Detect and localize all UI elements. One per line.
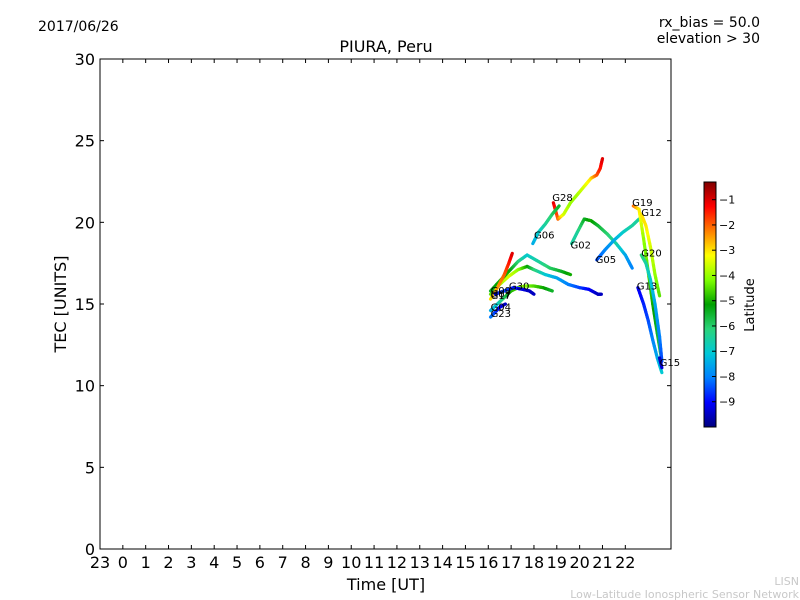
trace-g06 [531, 204, 561, 246]
satellite-label-g04: G04 [491, 303, 511, 314]
satellite-label-g12: G12 [641, 208, 661, 219]
trace-segment [567, 272, 573, 277]
trace-segment [556, 204, 561, 209]
colorbar-tick-label: −2 [719, 219, 735, 232]
trace-g13 [636, 286, 664, 375]
x-tick-label: 21 [592, 553, 612, 572]
satellite-label-g05: G05 [596, 255, 616, 266]
satellite-label-g02: G02 [571, 240, 591, 251]
x-tick-label: 13 [410, 553, 430, 572]
satellite-label-g20: G20 [641, 249, 661, 260]
x-tick-label: 18 [524, 553, 544, 572]
x-tick-label: 5 [232, 553, 242, 572]
y-axis: 0 5 10 15 20 25 30 [75, 50, 671, 559]
x-tick-label: 23 [90, 553, 110, 572]
satellite-label-g13: G13 [637, 281, 657, 292]
elevation-label: elevation > 30 [657, 31, 760, 47]
trace-g12 [639, 212, 662, 298]
trace-g30 [488, 264, 603, 296]
y-tick-label: 15 [75, 295, 95, 314]
x-tick-label: 10 [341, 553, 361, 572]
trace-segment [531, 292, 536, 296]
x-tick-label: 22 [615, 553, 635, 572]
trace-segment [549, 288, 554, 293]
footer-org-short: LISN [774, 575, 799, 588]
x-tick-label: 0 [118, 553, 128, 572]
colorbar-tick-label: −8 [719, 370, 735, 383]
colorbar-tick-label: −9 [719, 396, 735, 409]
x-tick-label: 19 [547, 553, 567, 572]
y-tick-label: 10 [75, 377, 95, 396]
x-tick-label: 7 [278, 553, 288, 572]
y-tick-label: 30 [75, 50, 95, 69]
x-tick-label: 3 [186, 553, 196, 572]
trace-g15 [657, 356, 664, 370]
satellite-label-g09: G09 [491, 286, 511, 297]
colorbar-tick-label: −6 [719, 320, 735, 333]
chart-title: PIURA, Peru [339, 37, 432, 56]
satellite-label-g15: G15 [660, 358, 680, 369]
y-tick-label: 20 [75, 213, 95, 232]
plot-area [100, 59, 671, 549]
satellite-label-g07: G07 [491, 289, 511, 300]
x-tick-label: 17 [501, 553, 521, 572]
colorbar-ticks: −1 −2 −3 −4 −5 −6 −7 −8 −9 [712, 194, 735, 409]
satellite-label-g06: G06 [534, 231, 554, 242]
satellite-label-g17: G17 [491, 291, 511, 302]
x-tick-label: 11 [364, 553, 384, 572]
satellite-label-g30: G30 [509, 281, 529, 292]
colorbar-tick-label: −5 [719, 295, 735, 308]
trace-segment [510, 251, 514, 257]
date-label: 2017/06/26 [38, 19, 119, 35]
x-tick-label: 14 [432, 553, 452, 572]
y-tick-label: 0 [85, 540, 95, 559]
colorbar-tick-label: −3 [719, 244, 735, 257]
y-axis-label: TEC [UNITS] [51, 256, 70, 354]
y-tick-label: 25 [75, 132, 95, 151]
trace-segment [657, 290, 662, 298]
y-tick-label: 5 [85, 458, 95, 477]
trace-segment [636, 217, 641, 222]
trace-g07 [493, 286, 536, 296]
trace-g05 [595, 217, 641, 262]
x-tick-label: 12 [387, 553, 407, 572]
trace-g28 [551, 157, 605, 221]
satellite-labels: G28G06G02G05G19G12G20G13G15G30G09G17G04G… [491, 193, 681, 369]
x-tick-label: 20 [569, 553, 589, 572]
trace-g09 [488, 253, 573, 293]
trace-segment [502, 302, 508, 307]
x-tick-label: 4 [209, 553, 219, 572]
x-axis: 23 0 1 2 3 4 5 6 7 8 9 10 11 12 13 14 15 16 17 18 19 20 21 22 [90, 59, 635, 572]
colorbar-tick-label: −7 [719, 345, 735, 358]
x-axis-label: Time [UT] [346, 575, 425, 594]
x-tick-label: 8 [300, 553, 310, 572]
satellite-label-g28: G28 [552, 193, 572, 204]
x-tick-label: 2 [163, 553, 173, 572]
x-tick-label: 15 [455, 553, 475, 572]
satellite-label-g23: G23 [491, 309, 511, 320]
satellite-label-g19: G19 [632, 198, 652, 209]
trace-segment [629, 264, 634, 270]
footer-org-long: Low-Latitude Ionospheric Sensor Network [570, 588, 799, 600]
colorbar [703, 181, 717, 428]
colorbar-label: Latitude [743, 278, 758, 332]
x-tick-label: 16 [478, 553, 498, 572]
x-tick-label: 6 [255, 553, 265, 572]
colorbar-tick-label: −1 [719, 194, 735, 207]
x-tick-label: 9 [323, 553, 333, 572]
satellite-traces [488, 157, 664, 375]
colorbar-tick-label: −4 [719, 269, 735, 282]
rx-bias-label: rx_bias = 50.0 [659, 15, 760, 31]
trace-g23 [488, 302, 508, 319]
trace-segment [659, 368, 664, 375]
trace-g02 [570, 217, 634, 270]
x-tick-label: 1 [141, 553, 151, 572]
